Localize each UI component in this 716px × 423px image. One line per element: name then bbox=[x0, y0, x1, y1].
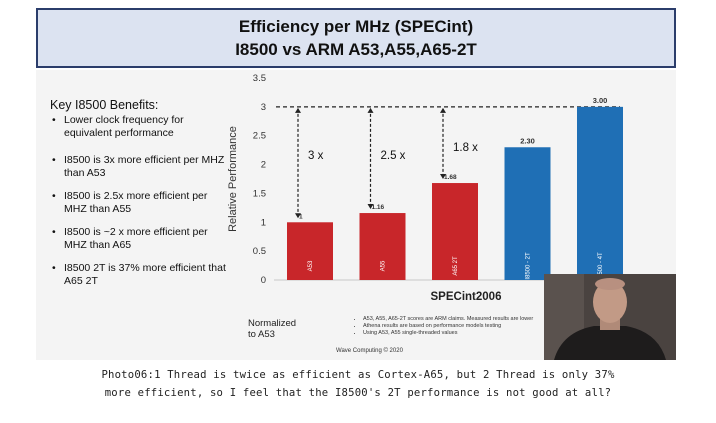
slide-body: Key I8500 Benefits: Lower clock frequenc… bbox=[36, 70, 676, 360]
arrow-head-down bbox=[440, 174, 446, 180]
caption-line2: more efficient, so I feel that the I8500… bbox=[104, 387, 612, 399]
arrow-head-up bbox=[367, 107, 374, 113]
arrow-head-down bbox=[295, 213, 301, 219]
arrow-head-up bbox=[440, 107, 446, 113]
benefit-item: I8500 is 2.5x more efficient per MHZ tha… bbox=[50, 190, 230, 216]
normalized-line2: to A53 bbox=[248, 329, 275, 340]
y-tick-label: 3 bbox=[261, 102, 266, 113]
bar bbox=[432, 183, 478, 280]
x-axis-label: SPECint2006 bbox=[431, 291, 502, 303]
bar bbox=[504, 147, 551, 280]
y-axis-label: Relative Performance bbox=[227, 126, 239, 232]
comparison-annotation: 1.8 x bbox=[453, 142, 478, 154]
bar-chart: 0 0.5 1 1.5 2 2.5 3 3.5 Relative Performance 1 A53… bbox=[227, 73, 626, 303]
bar-category-label: A65 2T bbox=[453, 256, 459, 276]
comparison-annotation: 3 x bbox=[308, 150, 324, 162]
bar-value-label: 1 bbox=[299, 213, 303, 220]
normalized-note: Normalized to A53 bbox=[248, 318, 296, 340]
benefits-panel: Key I8500 Benefits: Lower clock frequenc… bbox=[50, 98, 230, 298]
benefits-title: Key I8500 Benefits: bbox=[50, 98, 159, 112]
arrow-head-down bbox=[367, 204, 374, 210]
bar-value-label: 3.00 bbox=[593, 96, 608, 105]
bar-category-label: I8500 - 4T bbox=[598, 252, 604, 280]
comparison-annotation: 2.5 x bbox=[381, 150, 406, 162]
presenter-video-thumbnail bbox=[544, 274, 676, 360]
benefits-list: Lower clock frequency for equivalent per… bbox=[50, 114, 230, 288]
bar bbox=[577, 106, 623, 280]
footnote-item: A53, A55, A65-2T scores are ARM claims. … bbox=[363, 316, 533, 323]
bar-value-label: 1.16 bbox=[372, 204, 385, 211]
credit-text: Wave Computing © 2020 bbox=[336, 348, 403, 354]
y-tick-label: 2.5 bbox=[253, 131, 266, 142]
bar-category-label: A55 bbox=[381, 260, 387, 271]
y-tick-label: 3.5 bbox=[253, 73, 266, 84]
photo-caption: Photo06:1 Thread is twice as efficient a… bbox=[20, 366, 696, 402]
y-tick-label: 0 bbox=[261, 275, 266, 286]
bar-category-label: A53 bbox=[308, 260, 314, 271]
arrow-head-up bbox=[295, 107, 301, 113]
y-tick-label: 1 bbox=[261, 217, 266, 228]
y-tick-label: 2 bbox=[261, 160, 266, 171]
presenter-image bbox=[544, 274, 676, 360]
y-tick-label: 1.5 bbox=[253, 188, 266, 199]
bar-value-label: 2.30 bbox=[520, 136, 535, 145]
normalized-line1: Normalized bbox=[248, 318, 297, 329]
footnote-item: Athena results are based on performance … bbox=[363, 323, 533, 330]
bar-category-label: I8500 - 2T bbox=[526, 252, 532, 280]
slide-title-line1: Efficiency per MHz (SPECint) bbox=[238, 17, 474, 36]
slide-title-line2: I8500 vs ARM A53,A55,A65-2T bbox=[235, 40, 477, 59]
footnotes: A53, A55, A65-2T scores are ARM claims. … bbox=[354, 316, 533, 337]
benefit-item: I8500 is ~2 x more efficient per MHZ tha… bbox=[50, 226, 230, 252]
bar bbox=[287, 222, 333, 280]
bar-value-label: 1.68 bbox=[444, 174, 457, 181]
benefit-item: Lower clock frequency for equivalent per… bbox=[50, 114, 230, 140]
slide-title-box: Efficiency per MHz (SPECint) I8500 vs AR… bbox=[36, 8, 676, 68]
benefit-item: I8500 2T is 37% more efficient that A65 … bbox=[50, 262, 230, 288]
benefit-item: I8500 is 3x more efficient per MHZ than … bbox=[50, 154, 230, 180]
bar bbox=[359, 213, 406, 280]
caption-line1: Photo06:1 Thread is twice as efficient a… bbox=[101, 369, 615, 381]
footnote-item: Using A53, A55 single-threaded values bbox=[363, 330, 533, 337]
y-tick-label: 0.5 bbox=[253, 246, 266, 257]
